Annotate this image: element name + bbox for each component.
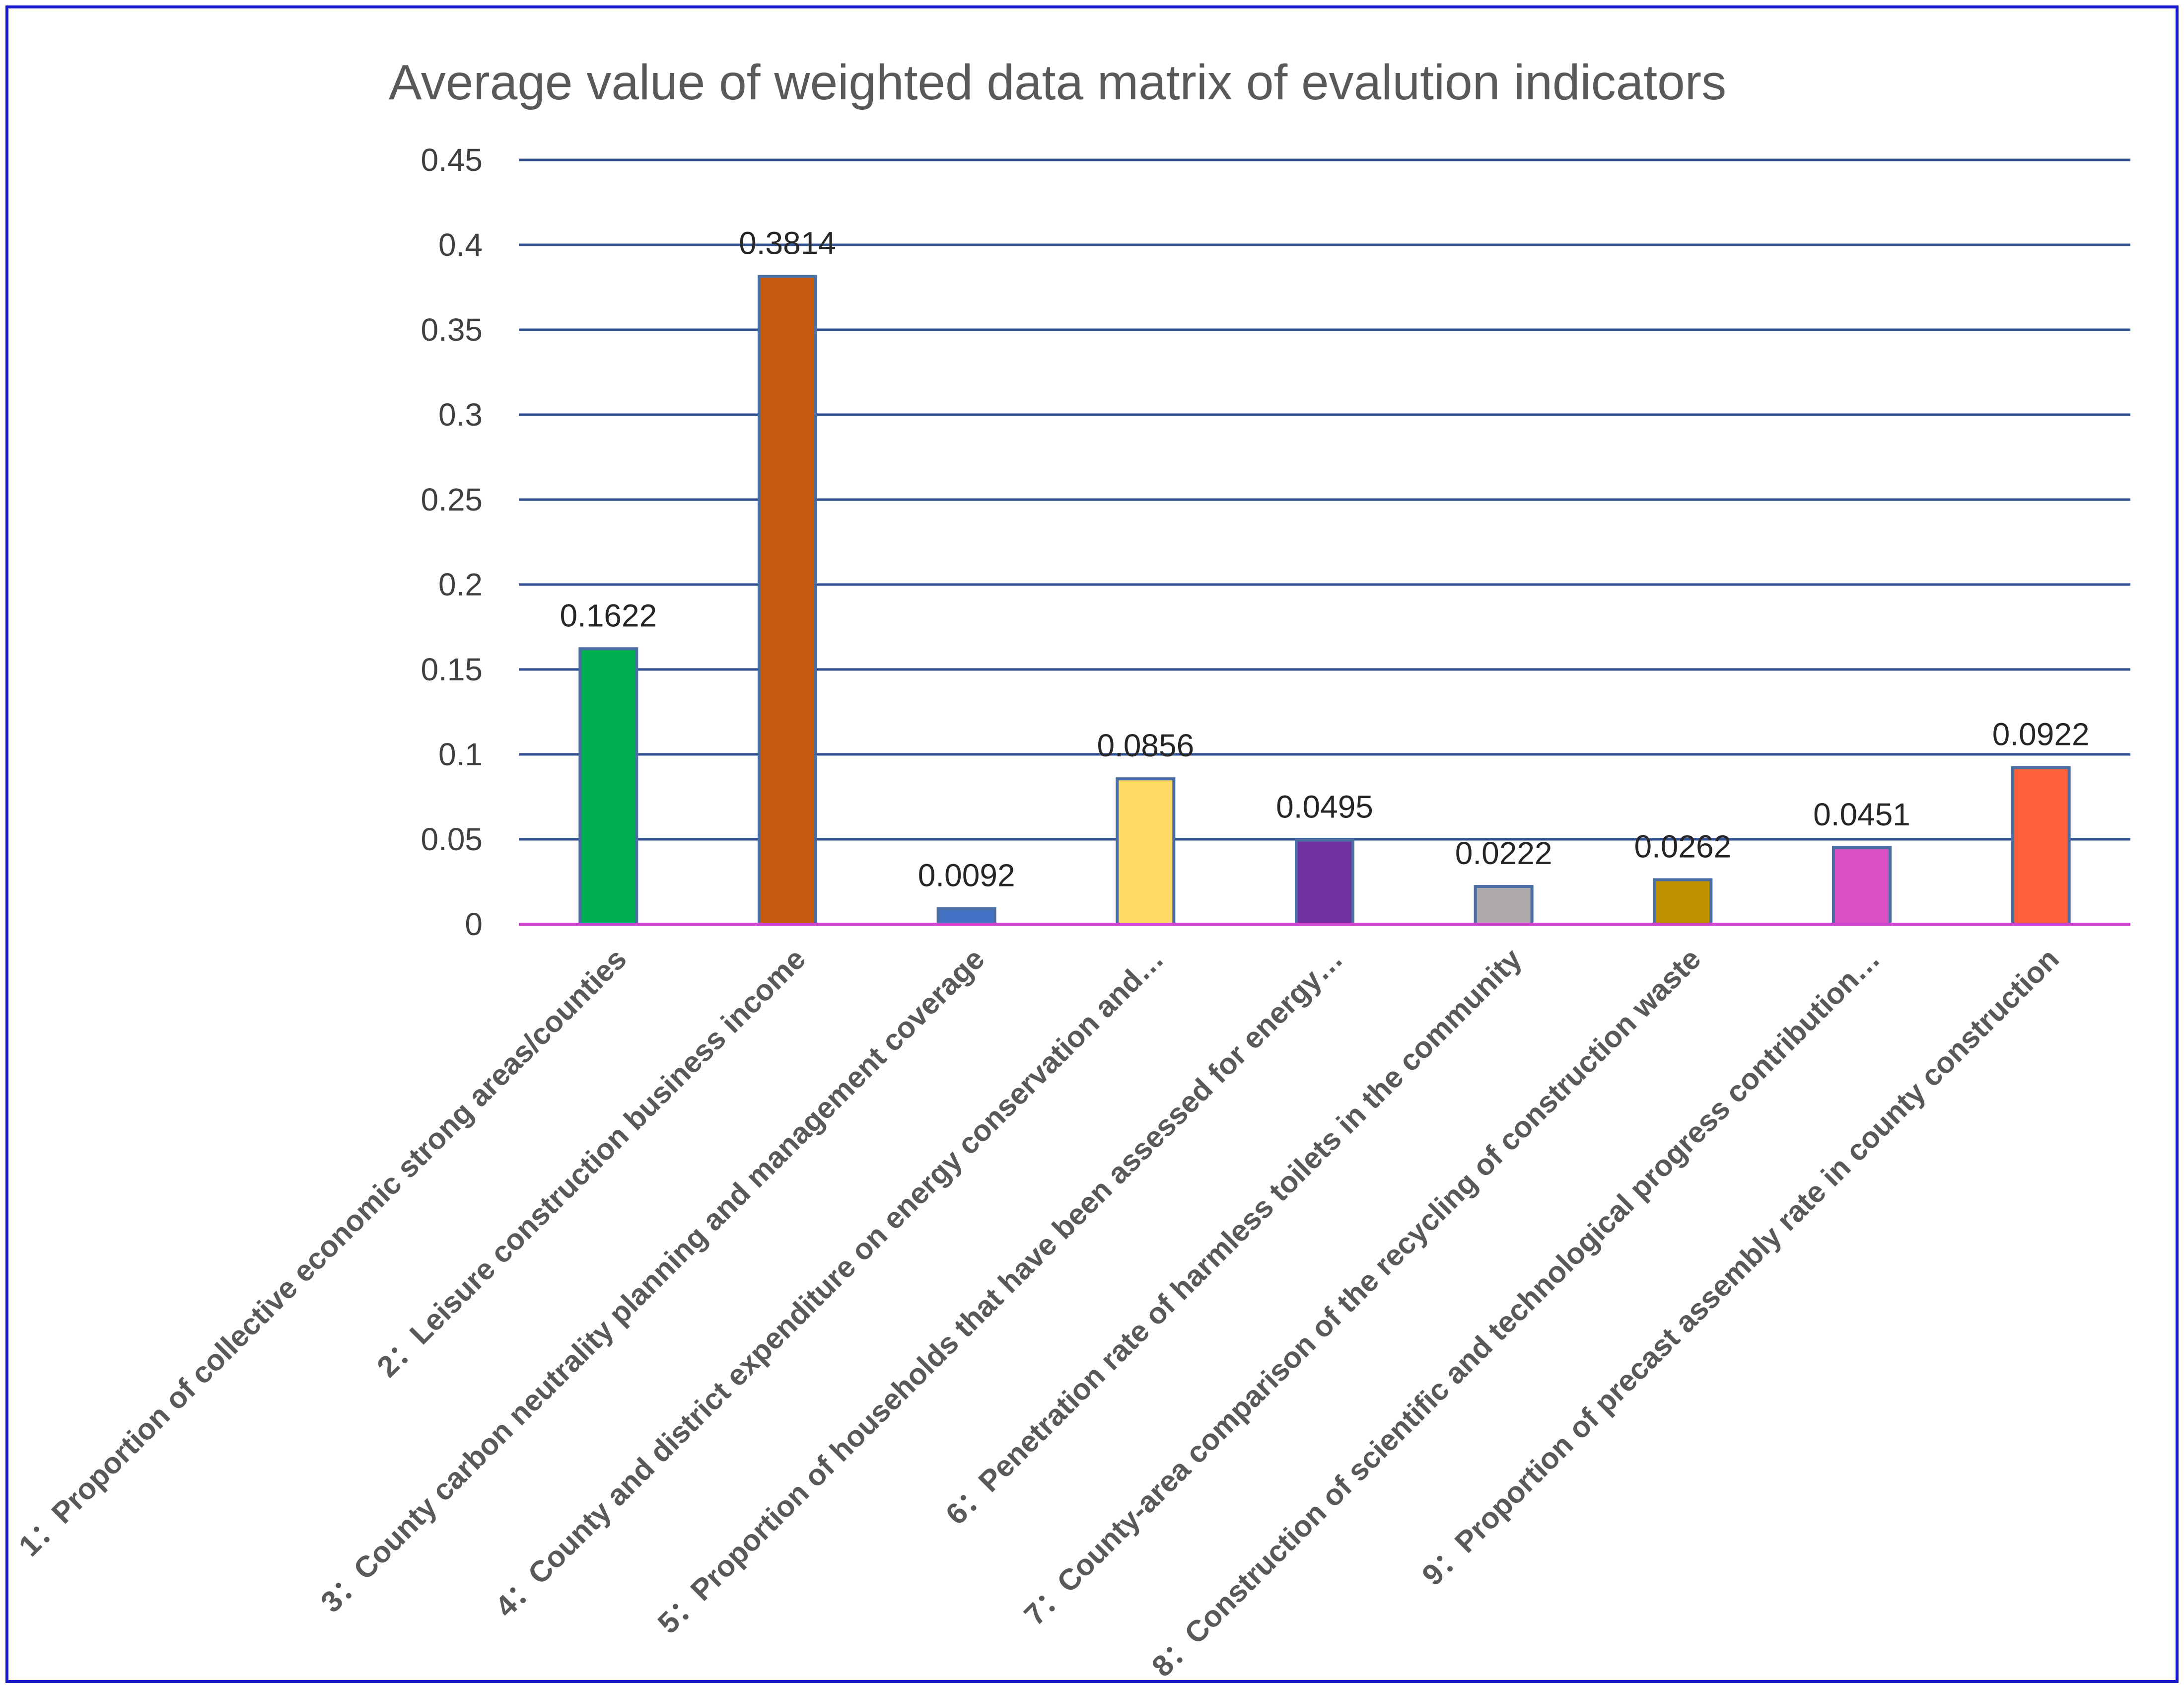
bar-8: [1832, 846, 1892, 926]
data-label-2: 0.3814: [739, 225, 836, 261]
y-tick-label: 0.1: [438, 736, 483, 772]
chart-title: Average value of weighted data matrix of…: [389, 55, 1726, 110]
data-labels: 0.1622 0.3814 0.0092 0.0856 0.0495 0.0222 0.02…: [560, 225, 2089, 893]
y-tick-label: 0.35: [421, 312, 483, 348]
y-tick-label: 0.3: [438, 397, 483, 433]
chart-frame: [5, 5, 2179, 1683]
bar-6: [1474, 885, 1534, 926]
bar-4: [1116, 777, 1176, 926]
data-label-5: 0.0495: [1276, 789, 1373, 825]
bar-9: [2011, 766, 2071, 926]
data-label-8: 0.0451: [1813, 797, 1910, 832]
y-tick-label: 0.25: [421, 482, 483, 517]
bar-2: [758, 275, 817, 926]
y-tick-label: 0.15: [421, 652, 483, 687]
data-label-7: 0.0262: [1634, 828, 1731, 864]
data-label-3: 0.0092: [918, 858, 1015, 893]
y-axis-ticks: 0 0.05 0.1 0.15 0.2 0.25 0.3 0.35 0.4 0.45: [421, 142, 483, 942]
y-tick-label: 0: [465, 906, 483, 942]
y-tick-label: 0.05: [421, 821, 483, 857]
y-tick-label: 0.45: [421, 142, 483, 178]
data-label-9: 0.0922: [1992, 717, 2090, 752]
bar-1: [578, 647, 638, 926]
y-tick-label: 0.2: [438, 567, 483, 602]
data-label-4: 0.0856: [1097, 728, 1194, 763]
data-label-1: 0.1622: [560, 597, 657, 633]
y-tick-label: 0.4: [438, 227, 483, 263]
bar-7: [1653, 878, 1713, 926]
bars: [578, 275, 2071, 926]
bar-5: [1295, 838, 1354, 926]
data-label-6: 0.0222: [1455, 835, 1552, 871]
bar-3: [936, 907, 996, 926]
